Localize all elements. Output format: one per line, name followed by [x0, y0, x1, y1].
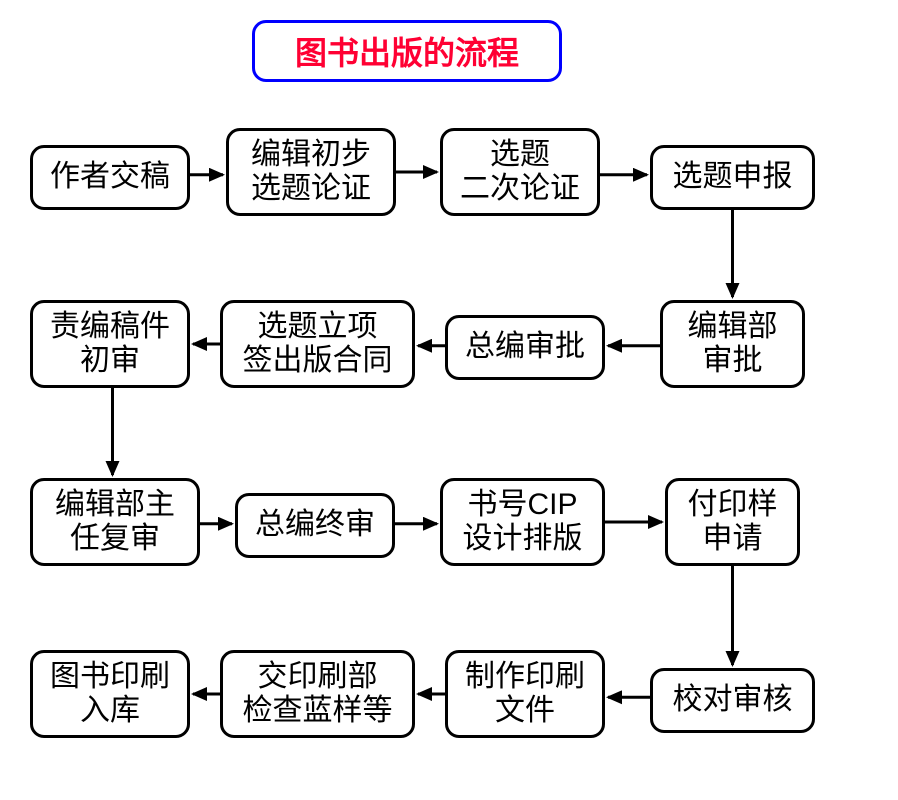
flow-node: 总编审批: [445, 315, 605, 380]
flow-node-label: 编辑部主 任复审: [55, 488, 175, 557]
flow-node: 选题立项 签出版合同: [220, 300, 415, 388]
flow-node-label: 制作印刷 文件: [465, 660, 585, 729]
flow-node-label: 责编稿件 初审: [50, 310, 170, 379]
flow-node-label: 编辑初步 选题论证: [251, 138, 371, 207]
flow-node: 编辑部主 任复审: [30, 478, 200, 566]
flow-node-label: 作者交稿: [50, 160, 170, 195]
flow-node: 付印样 申请: [665, 478, 800, 566]
flow-node-label: 校对审核: [673, 683, 793, 718]
flow-node-label: 选题申报: [673, 160, 793, 195]
flow-node: 选题申报: [650, 145, 815, 210]
flow-node-label: 书号CIP 设计排版: [463, 488, 583, 557]
flow-node: 制作印刷 文件: [445, 650, 605, 738]
flow-node: 书号CIP 设计排版: [440, 478, 605, 566]
flow-node: 作者交稿: [30, 145, 190, 210]
flow-node: 图书印刷 入库: [30, 650, 190, 738]
flow-node-label: 选题 二次论证: [460, 138, 580, 207]
flow-node-label: 付印样 申请: [688, 488, 778, 557]
flow-node-label: 选题立项 签出版合同: [243, 310, 393, 379]
flow-node: 总编终审: [235, 493, 395, 558]
flow-node: 编辑部 审批: [660, 300, 805, 388]
flow-node-label: 交印刷部 检查蓝样等: [243, 660, 393, 729]
flow-node: 校对审核: [650, 668, 815, 733]
flow-node-label: 总编终审: [255, 508, 375, 543]
flow-node: 编辑初步 选题论证: [226, 128, 396, 216]
flow-node-label: 编辑部 审批: [688, 310, 778, 379]
flow-node: 选题 二次论证: [440, 128, 600, 216]
flowchart-title: 图书出版的流程: [252, 20, 562, 82]
flow-node: 责编稿件 初审: [30, 300, 190, 388]
flow-node-label: 图书印刷 入库: [50, 660, 170, 729]
flow-node-label: 总编审批: [465, 330, 585, 365]
flowchart-title-text: 图书出版的流程: [295, 28, 519, 74]
flow-node: 交印刷部 检查蓝样等: [220, 650, 415, 738]
